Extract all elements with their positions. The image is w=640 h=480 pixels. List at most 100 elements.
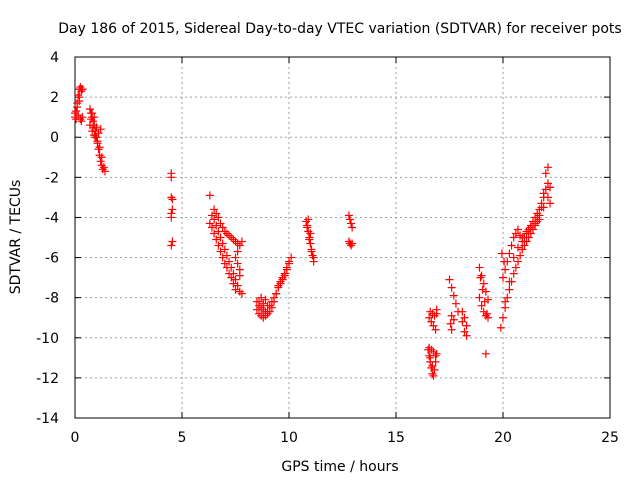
data-point <box>168 195 177 204</box>
data-point <box>227 273 236 282</box>
data-point <box>285 259 293 268</box>
data-point <box>543 193 552 202</box>
data-point <box>499 313 507 322</box>
data-point <box>427 317 436 326</box>
data-point <box>222 251 231 260</box>
data-point <box>541 185 550 194</box>
data-point <box>348 239 357 248</box>
data-point <box>205 191 214 200</box>
series-arc10 <box>475 263 493 358</box>
data-point <box>499 273 507 282</box>
series-arc8 <box>424 305 441 380</box>
data-point <box>531 219 540 228</box>
data-point <box>533 209 542 218</box>
data-point <box>475 263 484 272</box>
data-point <box>451 299 460 308</box>
data-point <box>479 279 488 288</box>
data-point <box>449 291 458 300</box>
data-point <box>237 289 246 298</box>
series-arc5 <box>252 253 296 322</box>
data-point <box>546 199 555 208</box>
data-point <box>518 233 527 242</box>
x-tick-label: 0 <box>71 430 80 446</box>
data-point <box>484 313 493 322</box>
data-point <box>98 165 107 174</box>
data-point <box>90 113 99 122</box>
data-point <box>168 237 177 246</box>
x-tick-label: 25 <box>601 430 619 446</box>
data-point <box>306 239 315 248</box>
chart-title: Day 186 of 2015, Sidereal Day-to-day VTE… <box>58 21 621 37</box>
data-point <box>90 131 99 140</box>
data-point <box>235 287 244 296</box>
data-point <box>259 299 268 308</box>
data-point <box>287 253 296 262</box>
data-point <box>255 297 264 306</box>
series-arc1 <box>71 83 87 126</box>
data-point <box>99 163 108 172</box>
data-point <box>167 173 176 182</box>
x-tick-label: 15 <box>387 430 405 446</box>
data-point <box>235 241 244 250</box>
data-point <box>524 225 533 234</box>
data-point <box>509 269 518 278</box>
data-point <box>501 265 510 274</box>
data-point <box>425 313 434 322</box>
data-point <box>233 239 242 248</box>
data-point <box>78 113 87 122</box>
y-tick-label: -6 <box>45 251 59 267</box>
data-point <box>511 263 520 272</box>
data-point <box>231 275 240 284</box>
data-point <box>478 285 487 294</box>
data-point <box>302 217 311 226</box>
data-point <box>526 223 535 232</box>
data-point <box>520 241 529 250</box>
data-point <box>481 311 490 320</box>
data-point <box>516 231 525 240</box>
data-point <box>218 253 227 262</box>
data-point <box>543 163 552 172</box>
data-point <box>237 237 246 246</box>
data-point <box>229 279 238 288</box>
y-tick-label: -2 <box>45 170 59 186</box>
data-point <box>432 309 441 318</box>
x-tick-labels: 0 5 10 15 20 25 <box>71 430 619 446</box>
data-point <box>446 319 455 328</box>
data-point <box>207 223 216 232</box>
series-arc11 <box>496 163 555 332</box>
data-point <box>539 189 548 198</box>
data-point <box>218 239 227 248</box>
data-point <box>546 183 555 192</box>
data-point <box>345 215 354 224</box>
data-point <box>429 371 438 380</box>
y-tick-label: 4 <box>50 50 59 66</box>
data-point <box>214 213 223 222</box>
y-axis-label: SDTVAR / TECUs <box>8 180 24 295</box>
x-tick-label: 10 <box>280 430 298 446</box>
data-point <box>503 293 512 302</box>
data-point <box>205 219 214 228</box>
data-point <box>537 199 546 208</box>
data-point <box>222 229 231 238</box>
data-point <box>513 225 522 234</box>
data-point <box>429 321 438 330</box>
data-point <box>509 253 518 262</box>
data-point <box>210 229 219 238</box>
data-point <box>278 275 287 284</box>
y-tick-label: -14 <box>36 411 59 427</box>
data-point <box>212 235 221 244</box>
data-point <box>216 219 225 228</box>
data-point <box>308 251 317 260</box>
data-point <box>89 123 98 132</box>
data-point <box>270 293 279 302</box>
data-point <box>210 205 219 214</box>
data-point <box>227 263 236 272</box>
data-point <box>348 223 357 232</box>
y-tick-label: -12 <box>36 371 59 387</box>
data-point <box>272 289 281 298</box>
data-point <box>100 167 109 176</box>
data-point <box>231 285 240 294</box>
data-point <box>252 305 261 314</box>
data-point <box>76 83 85 92</box>
data-point <box>94 145 103 154</box>
